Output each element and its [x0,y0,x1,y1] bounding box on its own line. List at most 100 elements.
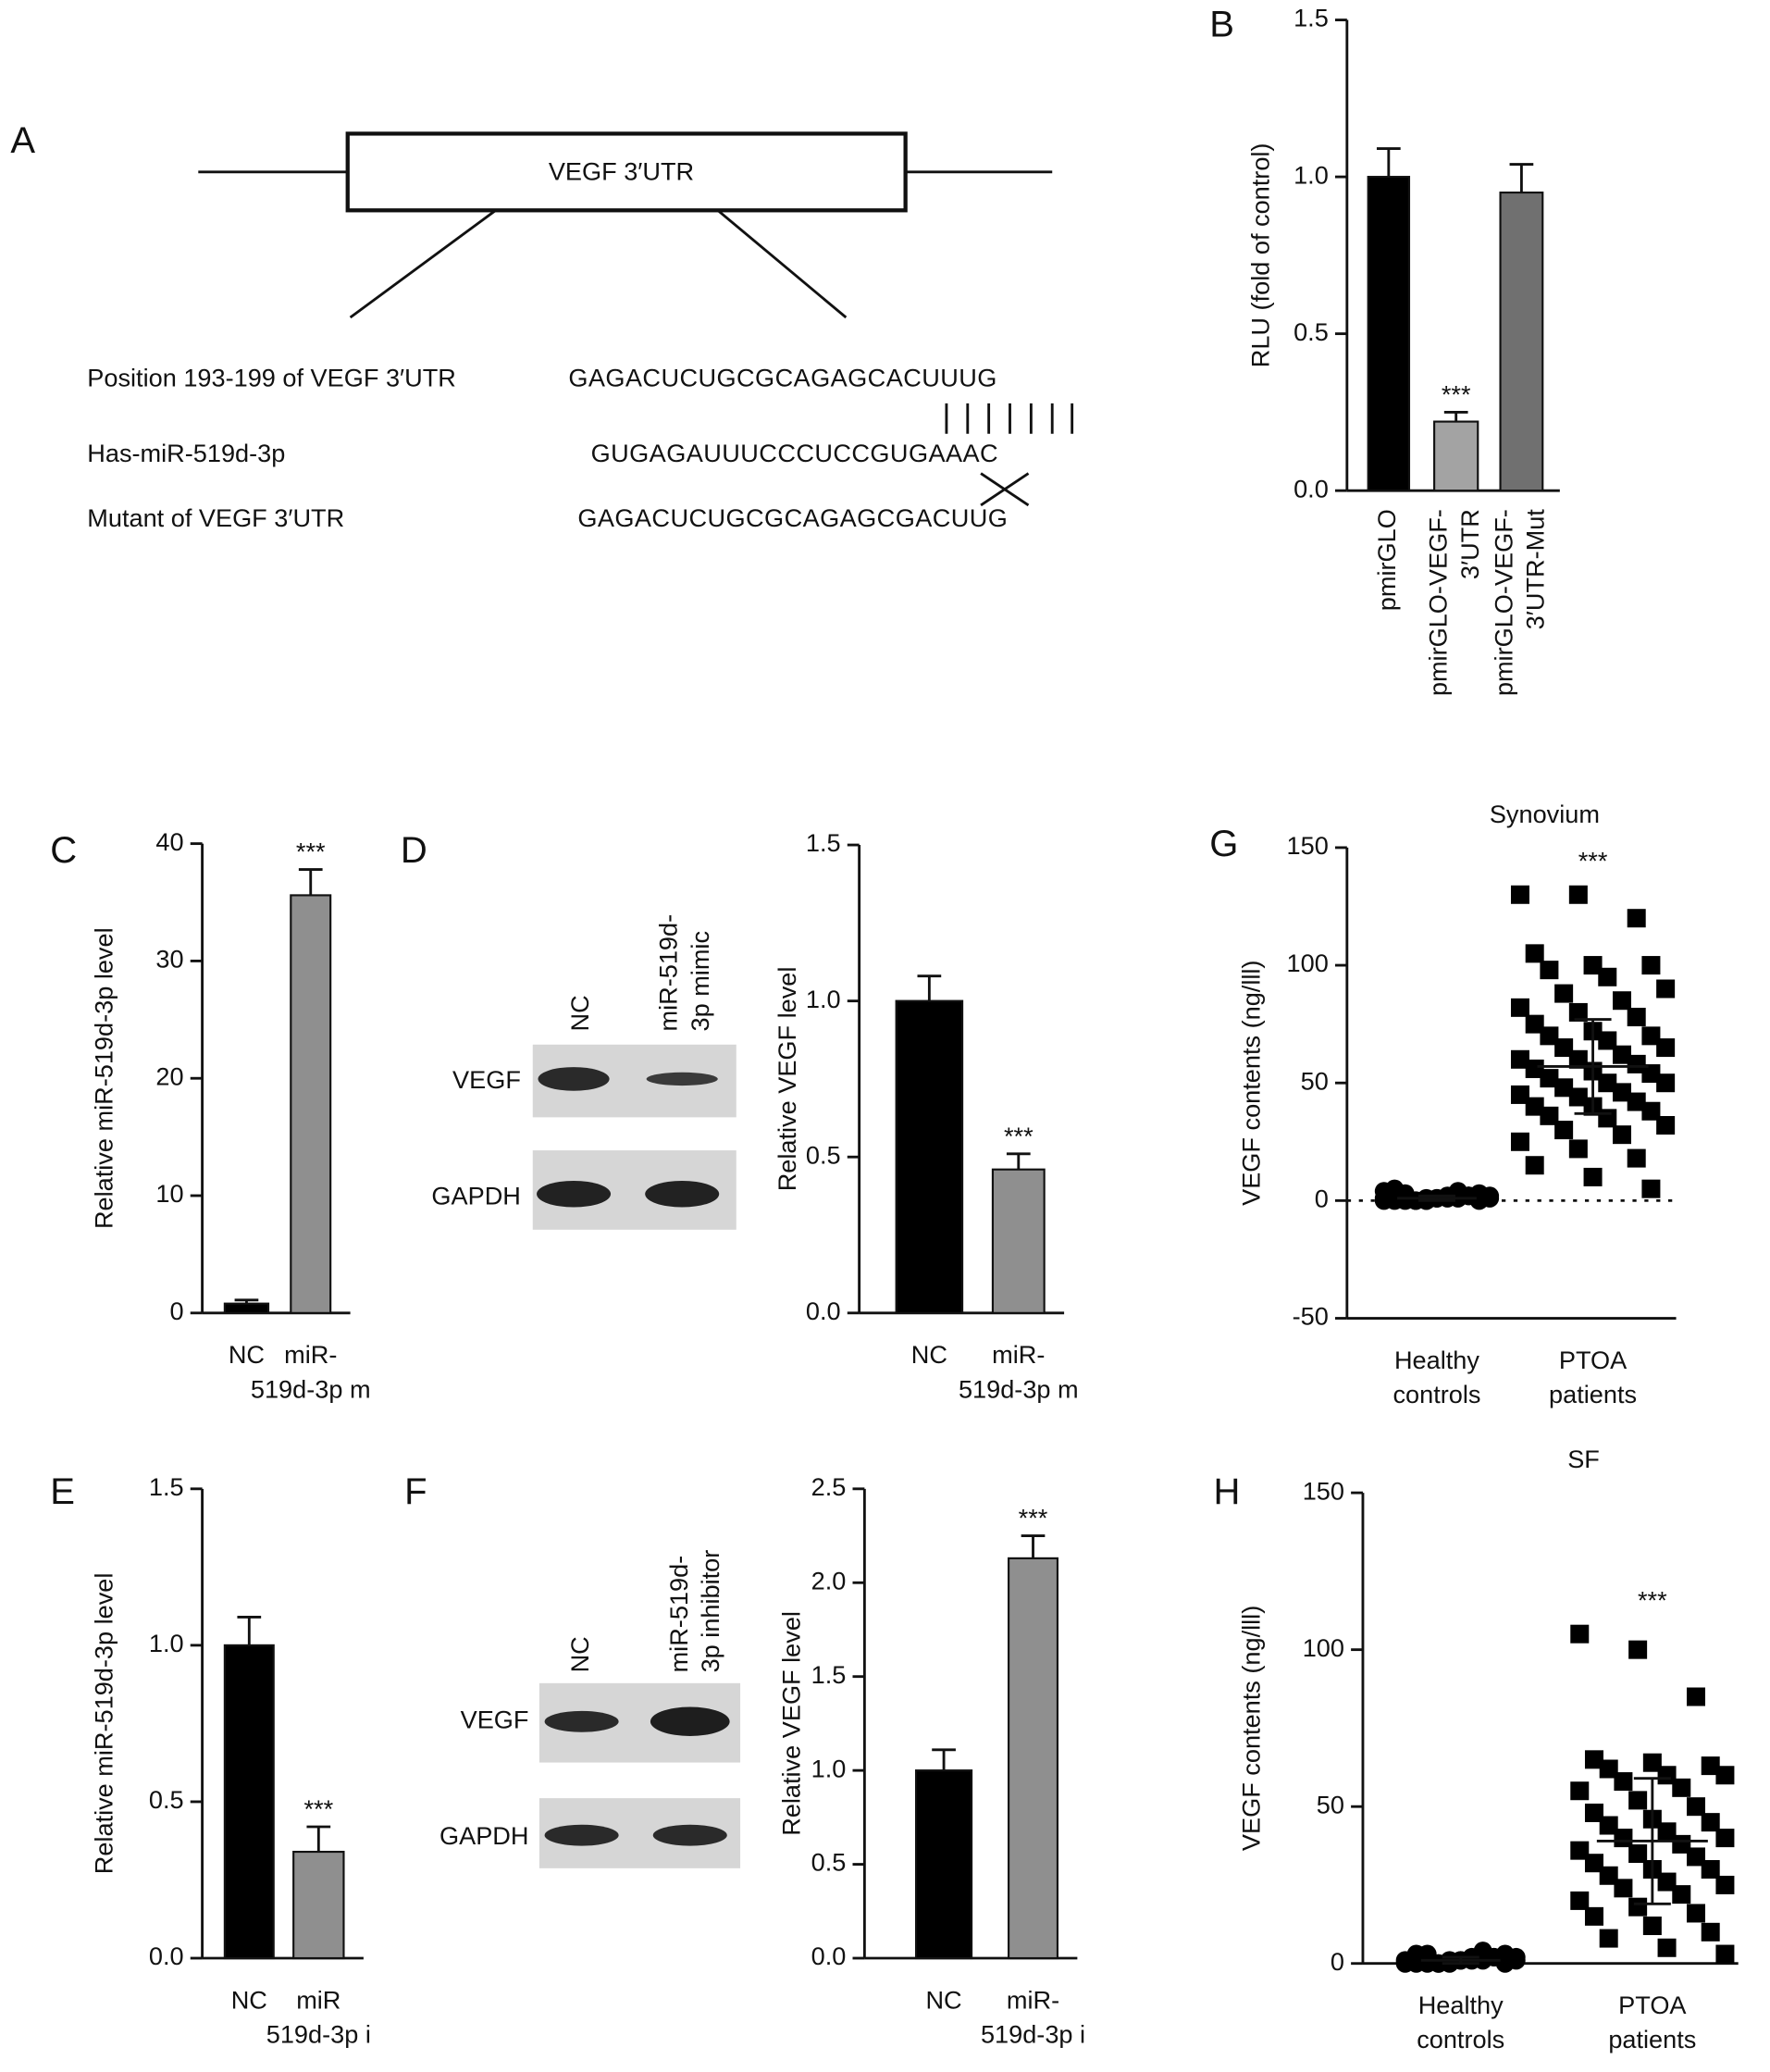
data-point [1554,984,1574,1003]
panel-letter: C [50,830,77,871]
data-point [1642,1917,1662,1936]
blot-f: F NC miR-519d- 3p inhibitor VEGF GAPDH [404,1471,741,1868]
y-tick-label: 0.5 [1293,317,1329,346]
data-point [1525,1014,1544,1034]
data-point [1374,1182,1393,1201]
panel-letter: G [1209,824,1238,864]
data-point [1510,998,1529,1017]
data-point [1554,1038,1574,1058]
y-tick-label: 0 [169,1297,183,1325]
data-point [1657,1822,1677,1842]
y-tick-label: 0 [1315,1185,1329,1213]
bar [290,894,332,1314]
lane-label: NC [565,995,594,1031]
band-label: GAPDH [439,1821,528,1850]
bar [991,1168,1046,1314]
data-point [1614,1829,1633,1848]
band [544,1710,619,1732]
y-tick-label: 0.5 [806,1140,841,1169]
data-point [1506,1947,1526,1967]
x-tick-label: PTOA [1559,1346,1628,1374]
data-point [1540,1106,1559,1125]
x-tick-label: NC [229,1340,265,1369]
data-point [1510,1085,1529,1104]
x-tick-label: pmirGLO-VEGF- [1424,509,1453,696]
x-tick-label: PTOA [1618,1991,1687,2019]
lane-label: 3p mimic [686,931,714,1032]
y-tick-label: 2.0 [811,1566,847,1594]
data-point [1568,1002,1588,1022]
lane-label: 3p inhibitor [696,1550,724,1673]
bar [1499,191,1544,492]
significance: *** [303,1794,333,1823]
data-point [1657,1938,1677,1957]
data-point [1686,1847,1705,1867]
data-point [1627,1054,1646,1073]
chart-title: SF [1567,1445,1600,1473]
data-point [1686,1797,1705,1817]
data-point [1612,1083,1631,1102]
band [544,1824,619,1846]
significance: *** [1638,1586,1667,1615]
data-point [1525,1097,1544,1116]
data-point [1628,1640,1648,1659]
bar [223,1302,270,1314]
y-tick-label: 100 [1303,1633,1344,1662]
panel-letter: D [401,830,427,871]
data-point [1686,1904,1705,1923]
base-pairs [945,403,1074,434]
data-point [1510,1132,1529,1151]
y-tick-label: 100 [1287,949,1329,977]
data-point [1570,1891,1590,1910]
y-tick-label: 1.5 [149,1472,184,1501]
data-point [1672,1778,1691,1797]
band-label: GAPDH [431,1182,520,1210]
chart-title: Synovium [1490,800,1600,828]
band [650,1706,730,1736]
data-point [1641,1179,1661,1198]
row-name: Position 193-199 of VEGF 3′UTR [87,363,456,391]
data-point [1554,1121,1574,1140]
band-label: VEGF [452,1065,521,1094]
y-tick-label: 30 [155,945,183,974]
data-point [1570,1624,1590,1644]
zoom-line [716,209,848,319]
band [646,1072,718,1086]
data-point [1599,1866,1618,1885]
data-point [1584,1906,1603,1926]
mutation-cross [980,472,1030,507]
x-tick-label: controls [1417,2025,1504,2053]
data-point [1656,1115,1676,1135]
data-point [1701,1859,1720,1879]
bar [1433,420,1479,492]
x-tick-label: miR- [284,1340,337,1369]
bar [223,1644,275,1960]
data-point [1641,1026,1661,1046]
x-tick-label: miR- [992,1340,1045,1369]
y-axis-label: VEGF contents (ng/lll) [1237,961,1266,1206]
data-point [1570,1841,1590,1860]
utr-label: VEGF 3′UTR [549,156,694,185]
y-tick-label: 1.0 [149,1629,184,1657]
y-tick-label: 0.0 [811,1942,847,1970]
y-axis-label: VEGF contents (ng/lll) [1237,1606,1266,1851]
y-tick-label: 1.5 [1293,4,1329,32]
band [537,1180,612,1208]
y-tick-label: 40 [155,827,183,856]
panel-letter: E [50,1471,75,1512]
zoom-line [349,209,497,319]
y-tick-label: 0.0 [1293,474,1329,502]
data-point [1598,1109,1617,1128]
data-point [1656,1073,1676,1093]
sequence: GAGACUCUGCGCAGAGCACUUUG [568,363,996,391]
data-point [1656,979,1676,999]
x-tick-label: miR- [1007,1985,1059,2014]
data-point [1701,1756,1720,1776]
x-tick-label: Healthy [1394,1346,1479,1374]
x-tick-label: 519d-3p m [959,1374,1079,1403]
data-point [1641,956,1661,975]
data-point [1672,1834,1691,1854]
y-axis-label: Relative VEGF level [773,967,801,1192]
data-point [1628,1791,1648,1810]
data-point [1525,1156,1544,1175]
